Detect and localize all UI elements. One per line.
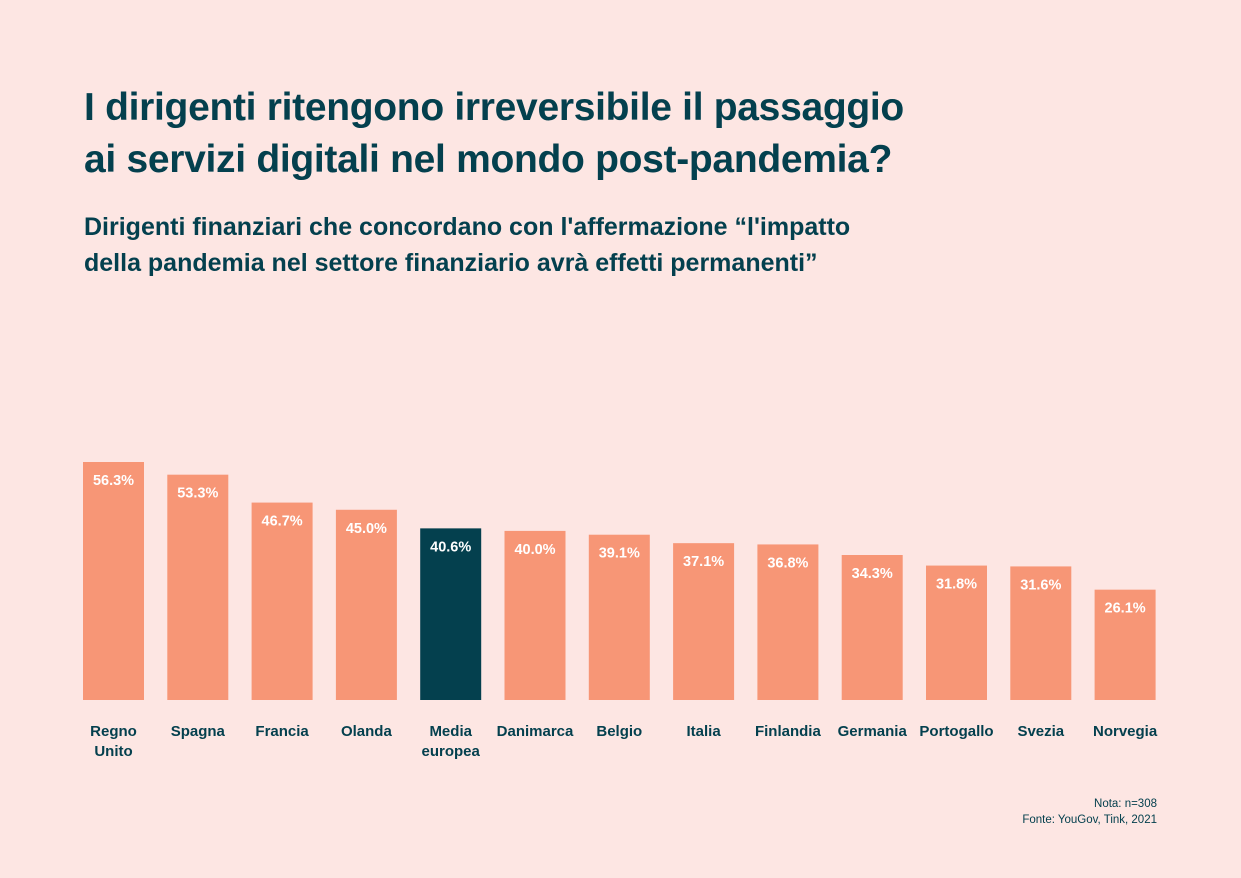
value-label: 26.1% [1105, 601, 1146, 617]
value-label: 40.0% [514, 542, 555, 558]
category-label: Olanda [341, 723, 393, 740]
bar-regno-unito [83, 462, 144, 700]
value-label: 31.6% [1020, 577, 1061, 593]
value-label: 36.8% [767, 555, 808, 571]
bar-belgio [588, 534, 650, 700]
category-label: Francia [255, 723, 309, 740]
title-line-1: I dirigenti ritengono irreversibile il p… [84, 86, 904, 129]
subtitle-line-1: Dirigenti finanziari che concordano con … [84, 213, 851, 241]
source-note: Fonte: YouGov, Tink, 2021 [1022, 814, 1157, 826]
chart-title: I dirigenti ritengono irreversibile il p… [84, 82, 1084, 186]
category-label: Media europea [422, 723, 481, 760]
value-label: 37.1% [683, 554, 724, 570]
value-label: 45.0% [346, 521, 387, 537]
category-label: Regno Unito [90, 723, 137, 760]
title-line-2: ai servizi digitali nel mondo post-pande… [84, 138, 893, 181]
value-label: 46.7% [262, 514, 303, 530]
sample-note: Nota: n=308 [1094, 798, 1157, 810]
value-label: 56.3% [93, 473, 134, 489]
category-label: Finlandia [755, 723, 821, 740]
chart-subtitle: Dirigenti finanziari che concordano con … [84, 209, 1084, 281]
bar-danimarca [504, 530, 566, 700]
category-label: Germania [838, 723, 908, 740]
bar-francia [251, 502, 313, 700]
bar-portogallo [926, 565, 987, 700]
value-label: 31.8% [936, 577, 977, 593]
category-label: Norvegia [1093, 723, 1158, 740]
category-label: Spagna [171, 723, 226, 740]
category-label: Svezia [1017, 723, 1064, 740]
subtitle-line-2: della pandemia nel settore finanziario a… [84, 249, 818, 277]
bar-media-europea [420, 528, 482, 700]
bar-finlandia [757, 544, 819, 700]
bar-svezia [1010, 566, 1072, 700]
value-label: 40.6% [430, 539, 471, 555]
category-label: Portogallo [919, 723, 993, 740]
value-label: 34.3% [852, 566, 893, 582]
category-label: Belgio [596, 723, 642, 740]
chart-footnote: Nota: n=308 Fonte: YouGov, Tink, 2021 [1022, 796, 1157, 828]
bar-spagna [167, 474, 229, 700]
bar-olanda [335, 509, 397, 700]
bar-italia [673, 543, 735, 700]
bar-germania [841, 555, 903, 700]
value-label: 39.1% [599, 546, 640, 562]
category-label: Danimarca [497, 723, 574, 740]
bar-norvegia [1094, 589, 1156, 700]
value-label: 53.3% [177, 486, 218, 502]
category-label: Italia [687, 723, 722, 740]
